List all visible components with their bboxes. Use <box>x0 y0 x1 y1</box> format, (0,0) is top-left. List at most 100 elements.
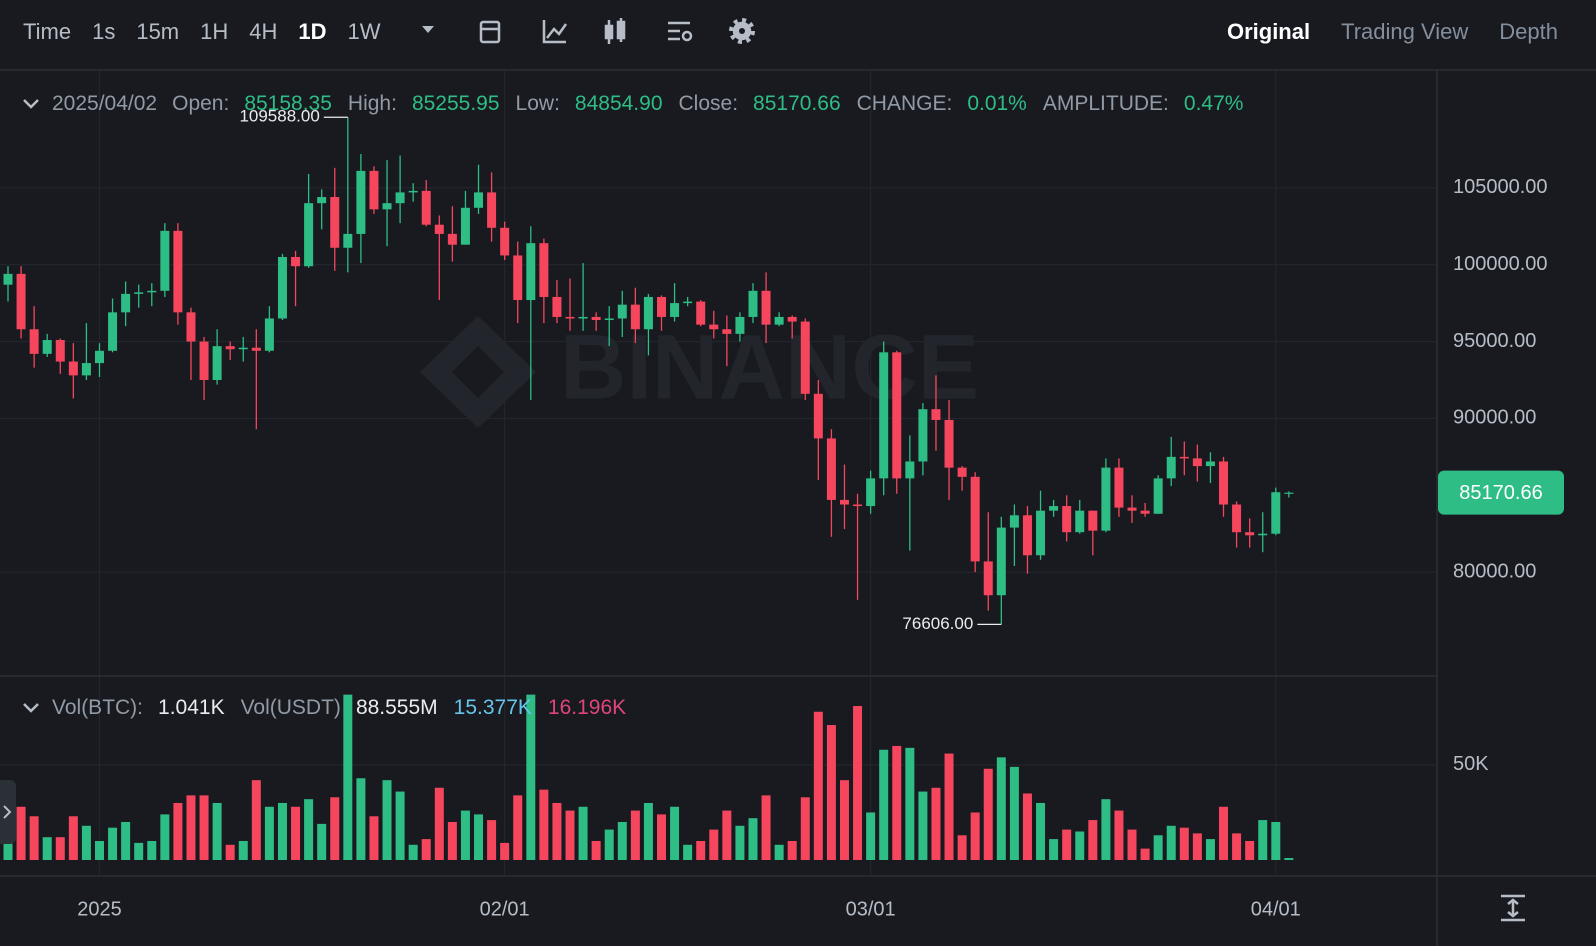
candle-body <box>369 170 379 210</box>
volume-bar <box>317 823 327 860</box>
candle-body <box>1284 492 1294 494</box>
candle-body <box>879 352 889 479</box>
candle-body <box>343 233 353 248</box>
interval-button[interactable]: 1s <box>92 19 116 44</box>
candle-body <box>121 293 131 313</box>
view-button[interactable]: Original <box>1226 19 1311 44</box>
candle-body <box>944 419 954 468</box>
y-tick-label: 80000.00 <box>1453 560 1536 582</box>
candle-body <box>134 292 144 294</box>
header-label: AMPLITUDE: <box>1042 92 1169 115</box>
candle-icon[interactable] <box>604 18 626 44</box>
candle-body <box>1219 461 1229 505</box>
interval-button[interactable]: 4H <box>249 19 278 44</box>
indicator-icon[interactable] <box>542 20 568 44</box>
volume-bar <box>839 780 849 860</box>
tool-icons <box>422 18 755 44</box>
candle-body <box>1127 507 1137 511</box>
candle-body <box>460 207 470 245</box>
collapse-icon[interactable] <box>22 701 40 715</box>
volume-bar <box>1245 840 1255 860</box>
volume-bar <box>1205 839 1215 860</box>
candle-body <box>304 203 314 267</box>
volume-bar <box>696 840 706 860</box>
volume-bar <box>996 757 1006 860</box>
dropdown-icon[interactable] <box>422 26 434 33</box>
volume-bar <box>487 820 497 860</box>
volume-bar <box>1192 833 1202 860</box>
candle-body <box>408 190 418 193</box>
volume-bar <box>591 840 601 860</box>
candle-body <box>539 243 549 297</box>
candle-body <box>356 170 366 234</box>
scale-toggle[interactable] <box>1500 894 1526 922</box>
candle-body <box>1009 515 1019 528</box>
volume-bar <box>1101 799 1111 860</box>
interval-button[interactable]: 1W <box>347 19 381 44</box>
view-button[interactable]: Depth <box>1499 19 1558 44</box>
calendar-icon[interactable] <box>479 20 501 44</box>
candle-body <box>277 256 287 319</box>
candle-body <box>735 316 745 334</box>
collapse-icon[interactable] <box>22 97 40 111</box>
volume-bar <box>1271 821 1281 860</box>
volume-bar <box>1284 858 1294 860</box>
volume-bar <box>1062 829 1072 860</box>
candle-body <box>670 303 680 317</box>
volume-bar <box>748 818 758 860</box>
volume-bar <box>434 787 444 860</box>
candle-body <box>839 499 849 505</box>
candle-body <box>317 197 327 204</box>
candle-body <box>330 197 340 248</box>
volume-bar <box>108 827 118 860</box>
interval-button[interactable]: 1D <box>298 19 327 44</box>
volume-bar <box>1258 820 1268 860</box>
volume-bar <box>199 795 209 860</box>
candle-body <box>813 393 823 439</box>
volume-bar <box>304 799 314 860</box>
volume-bar <box>395 791 405 860</box>
volume-bar <box>238 840 248 860</box>
volume-bar <box>944 753 954 860</box>
volume-bar <box>382 780 392 860</box>
volume-bar <box>160 814 170 860</box>
candle-body <box>617 304 627 319</box>
volume-bar <box>630 810 640 860</box>
volume-bar <box>853 706 863 860</box>
candle-body <box>996 527 1006 596</box>
volume-bar <box>277 802 287 860</box>
interval-button[interactable]: 15m <box>136 19 180 44</box>
candle-body <box>578 316 588 319</box>
candle-body <box>1205 461 1215 467</box>
candle-body <box>565 316 575 319</box>
candle-body <box>212 346 222 380</box>
candle-body <box>696 301 706 325</box>
volume-bar <box>460 810 470 860</box>
header-label: CHANGE: <box>856 92 953 115</box>
volume-bar <box>1179 827 1189 860</box>
volume-bar <box>918 791 928 860</box>
candle-body <box>1140 510 1150 514</box>
volume-bar <box>813 711 823 860</box>
y-tick-label: 95000.00 <box>1453 330 1536 352</box>
volume-bar <box>42 837 52 860</box>
interval-button[interactable]: Time <box>23 19 72 44</box>
volume-value: 88.555M <box>355 696 438 719</box>
volume-bar <box>657 814 666 860</box>
side-toggle[interactable] <box>0 780 18 844</box>
candle-body <box>173 230 183 313</box>
candle-body <box>3 273 13 285</box>
candle-body <box>1022 515 1032 556</box>
header-label: Low: <box>515 92 560 115</box>
volume-bar <box>539 789 549 860</box>
candle-body <box>29 329 39 354</box>
candle-body <box>774 316 784 325</box>
candle-body <box>382 203 392 210</box>
volume-bar <box>526 694 536 860</box>
volume-tick-label: 50K <box>1453 753 1489 775</box>
layout-icon[interactable] <box>668 21 693 42</box>
settings-icon[interactable] <box>729 18 755 44</box>
view-button[interactable]: Trading View <box>1341 19 1469 44</box>
interval-button[interactable]: 1H <box>200 19 229 44</box>
